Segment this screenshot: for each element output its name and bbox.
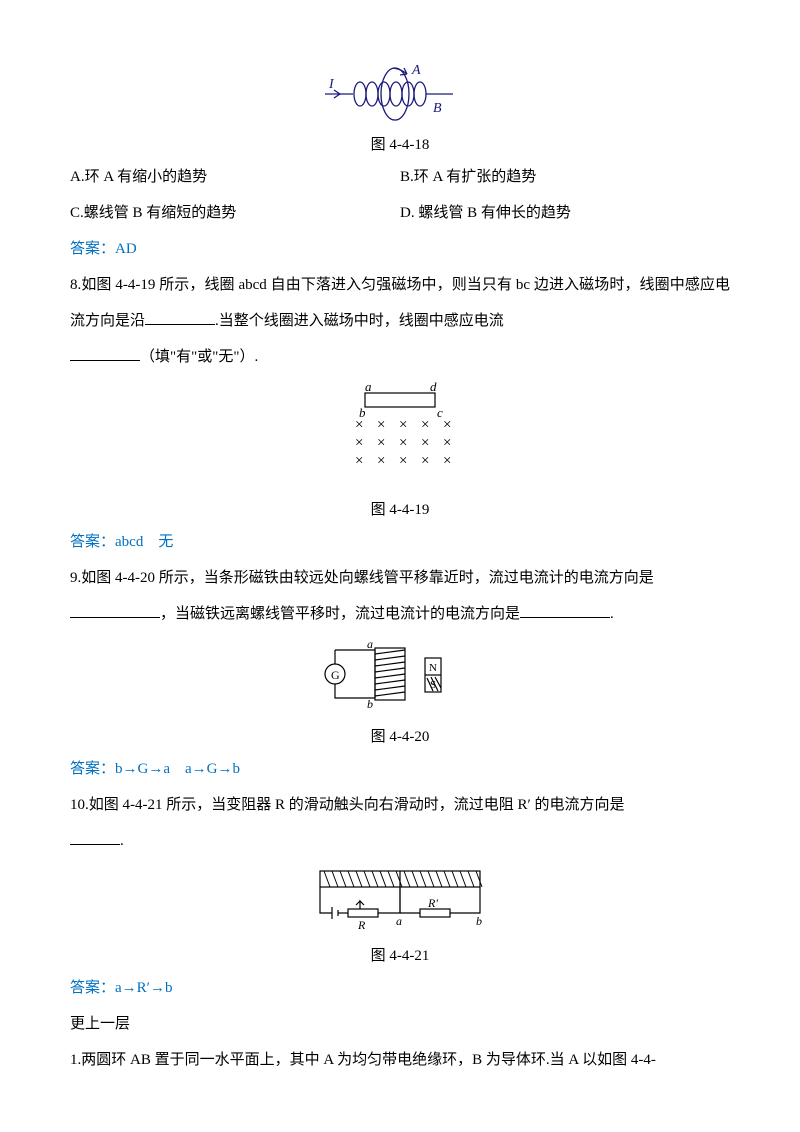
svg-text:×: × bbox=[377, 417, 385, 433]
q10-text: 10.如图 4-4-21 所示，当变阻器 R 的滑动触头向右滑动时，流过电阻 R… bbox=[70, 787, 730, 859]
q7-option-a: A.环 A 有缩小的趋势 bbox=[70, 159, 400, 195]
label-I: I bbox=[328, 77, 335, 92]
svg-text:×: × bbox=[399, 417, 407, 433]
page: I A B 图 4-4-18 A.环 A 有缩小的趋势 B.环 A 有扩张的趋势… bbox=[0, 0, 800, 1108]
svg-text:×: × bbox=[421, 417, 429, 433]
svg-text:×: × bbox=[421, 453, 429, 469]
figure-4-4-20: G a b N S bbox=[70, 636, 730, 720]
svg-text:×: × bbox=[399, 435, 407, 451]
fig21-label-Rp: R′ bbox=[427, 896, 438, 910]
figure-4-4-19: a d b c ××××××××××××××× bbox=[70, 379, 730, 493]
svg-text:×: × bbox=[355, 435, 363, 451]
figure-4-4-18: I A B bbox=[70, 64, 730, 128]
q10-answer: 答案：a→R′→b bbox=[70, 970, 730, 1006]
label-A: A bbox=[411, 64, 421, 78]
q7-option-d: D. 螺线管 B 有伸长的趋势 bbox=[400, 195, 730, 231]
fig21-label-R: R bbox=[357, 918, 366, 932]
q7-answer: 答案：AD bbox=[70, 231, 730, 267]
q8-blank-2 bbox=[70, 345, 140, 361]
figure-4-4-18-caption: 图 4-4-18 bbox=[70, 132, 730, 159]
q8-blank-1 bbox=[145, 309, 215, 325]
fig20-label-N: N bbox=[429, 662, 437, 674]
fig19-label-a: a bbox=[365, 379, 372, 394]
fig20-label-S: S bbox=[430, 679, 436, 691]
figure-4-4-21-caption: 图 4-4-21 bbox=[70, 943, 730, 970]
svg-text:×: × bbox=[377, 453, 385, 469]
figure-4-4-21: R R′ a b bbox=[70, 863, 730, 939]
more-heading: 更上一层 bbox=[70, 1006, 730, 1042]
fig20-label-a: a bbox=[367, 637, 373, 651]
svg-text:×: × bbox=[355, 453, 363, 469]
q9-text-mid: ，当磁铁远离螺线管平移时，流过电流计的电流方向是 bbox=[160, 606, 520, 622]
label-B: B bbox=[433, 101, 442, 116]
svg-text:×: × bbox=[443, 435, 451, 451]
q7-options-row-1: A.环 A 有缩小的趋势 B.环 A 有扩张的趋势 bbox=[70, 159, 730, 195]
svg-text:×: × bbox=[421, 435, 429, 451]
fig20-label-G: G bbox=[331, 668, 340, 682]
q7-option-b: B.环 A 有扩张的趋势 bbox=[400, 159, 730, 195]
q10-blank-1 bbox=[70, 829, 120, 845]
fig19-label-d: d bbox=[430, 379, 437, 394]
q10-text-pre: 10.如图 4-4-21 所示，当变阻器 R 的滑动触头向右滑动时，流过电阻 R… bbox=[70, 797, 625, 813]
svg-text:×: × bbox=[443, 453, 451, 469]
q9-blank-2 bbox=[520, 602, 610, 618]
figure-4-4-20-caption: 图 4-4-20 bbox=[70, 724, 730, 751]
figure-4-4-19-caption: 图 4-4-19 bbox=[70, 497, 730, 524]
q8-text-mid: .当整个线圈进入磁场中时，线圈中感应电流 bbox=[215, 313, 504, 329]
svg-text:×: × bbox=[377, 435, 385, 451]
q7-options-row-2: C.螺线管 B 有缩短的趋势 D. 螺线管 B 有伸长的趋势 bbox=[70, 195, 730, 231]
q8-text: 8.如图 4-4-19 所示，线圈 abcd 自由下落进入匀强磁场中，则当只有 … bbox=[70, 267, 730, 375]
fig21-label-b: b bbox=[476, 914, 482, 928]
svg-text:×: × bbox=[399, 453, 407, 469]
q9-text-post: . bbox=[610, 606, 614, 622]
q9-answer: 答案：b→G→a a→G→b bbox=[70, 751, 730, 787]
svg-text:×: × bbox=[355, 417, 363, 433]
q9-blank-1 bbox=[70, 602, 160, 618]
fig21-label-a: a bbox=[396, 914, 402, 928]
fig20-label-b: b bbox=[367, 697, 373, 711]
more-q1: 1.两圆环 AB 置于同一水平面上，其中 A 为均匀带电绝缘环，B 为导体环.当… bbox=[70, 1042, 730, 1078]
q7-option-c: C.螺线管 B 有缩短的趋势 bbox=[70, 195, 400, 231]
q8-answer: 答案：abcd 无 bbox=[70, 524, 730, 560]
q9-text: 9.如图 4-4-20 所示，当条形磁铁由较远处向螺线管平移靠近时，流过电流计的… bbox=[70, 560, 730, 632]
q10-text-post: . bbox=[120, 833, 124, 849]
svg-text:×: × bbox=[443, 417, 451, 433]
q8-text-post: （填"有"或"无"）. bbox=[140, 349, 258, 365]
q9-text-pre: 9.如图 4-4-20 所示，当条形磁铁由较远处向螺线管平移靠近时，流过电流计的… bbox=[70, 570, 654, 586]
